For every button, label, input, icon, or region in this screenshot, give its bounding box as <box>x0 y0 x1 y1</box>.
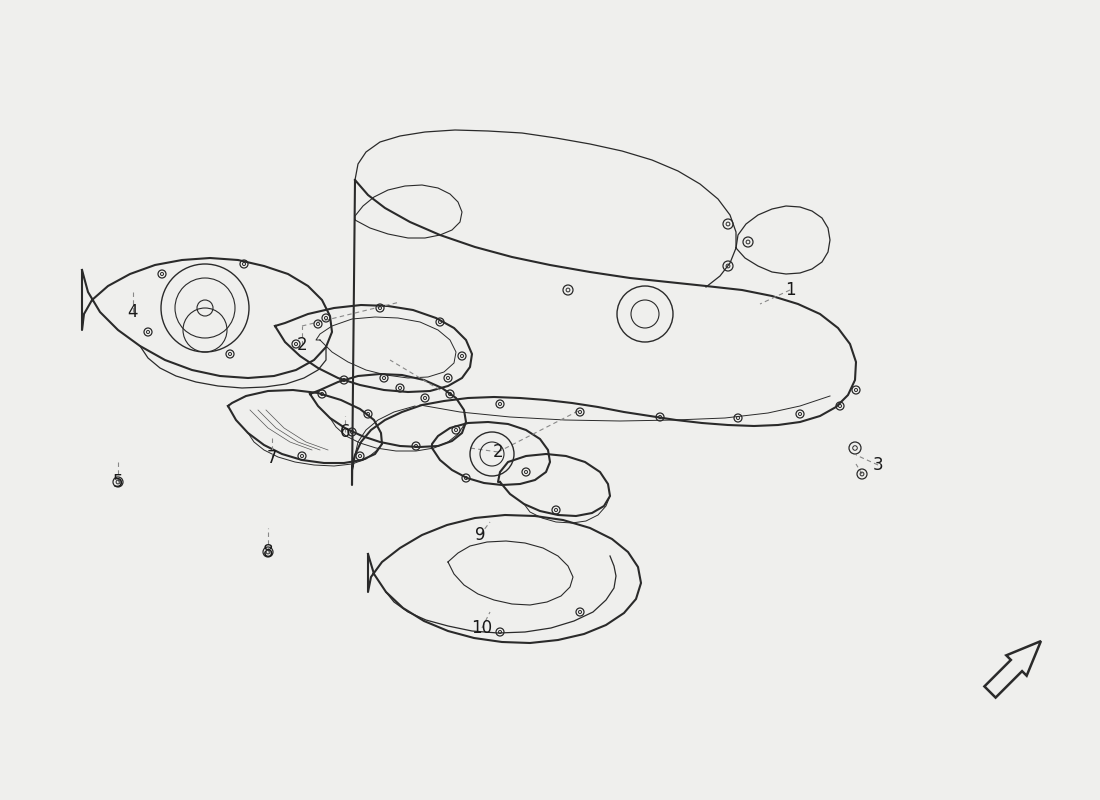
Text: 10: 10 <box>472 619 493 637</box>
Text: 7: 7 <box>266 449 277 467</box>
Text: 5: 5 <box>112 473 123 491</box>
Text: 3: 3 <box>872 456 883 474</box>
Text: 1: 1 <box>784 281 795 299</box>
Text: 2: 2 <box>297 336 307 354</box>
Text: 8: 8 <box>263 543 273 561</box>
Text: 2: 2 <box>493 443 504 461</box>
Text: 4: 4 <box>128 303 139 321</box>
Text: 9: 9 <box>475 526 485 544</box>
Text: 6: 6 <box>340 423 350 441</box>
